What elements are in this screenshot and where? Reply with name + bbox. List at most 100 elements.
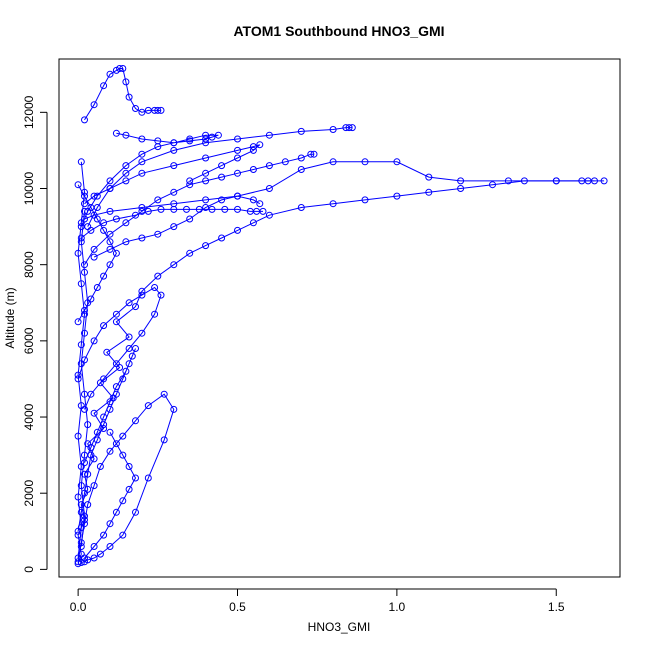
data-point [281, 158, 289, 166]
data-point [116, 65, 124, 72]
data-point [151, 310, 159, 318]
data-point [119, 375, 127, 383]
data-point [112, 360, 120, 368]
data-point [90, 554, 98, 562]
series-16 [81, 428, 139, 562]
data-point [297, 127, 305, 135]
data-point [77, 524, 85, 531]
data-point [125, 463, 133, 470]
data-point [77, 341, 85, 349]
series-7 [84, 124, 356, 231]
data-point [106, 447, 114, 455]
data-point [81, 200, 88, 208]
data-point [74, 531, 82, 539]
data-point [84, 470, 92, 478]
data-point [157, 205, 165, 213]
data-point [119, 531, 127, 539]
data-point [154, 230, 162, 238]
data-point [249, 143, 257, 151]
data-point [144, 402, 152, 410]
data-point [77, 482, 85, 490]
data-point [144, 474, 152, 482]
data-point [106, 543, 114, 550]
data-point [361, 196, 369, 204]
data-point [122, 177, 130, 185]
data-point [125, 333, 133, 341]
data-point [186, 137, 194, 145]
data-point [74, 181, 82, 189]
x-tick-label: 1.0 [389, 600, 406, 614]
data-point [202, 242, 210, 250]
data-point [157, 291, 165, 299]
data-point [122, 238, 130, 246]
data-point [138, 135, 146, 143]
data-point [170, 162, 178, 170]
series-12 [81, 141, 264, 208]
data-point [100, 226, 108, 234]
data-point [154, 106, 162, 114]
data-point [183, 205, 190, 213]
data-point [265, 211, 273, 219]
series-line [77, 286, 162, 410]
data-point [106, 398, 114, 406]
data-point [77, 559, 85, 566]
data-point [74, 371, 82, 379]
series-line [80, 132, 219, 227]
data-point [90, 409, 98, 417]
data-point [87, 444, 95, 451]
data-point [87, 226, 95, 234]
y-axis-label: Altitude (m) [3, 287, 17, 348]
data-point [81, 512, 88, 520]
data-point [202, 131, 210, 139]
data-point [132, 345, 139, 352]
data-point [221, 205, 229, 213]
data-point [425, 188, 433, 196]
data-point [202, 139, 210, 147]
data-point [112, 383, 120, 391]
series-line [77, 180, 605, 564]
data-point [234, 192, 241, 200]
data-point [119, 65, 127, 72]
data-point [256, 200, 264, 208]
series-line [84, 161, 595, 220]
data-point [457, 177, 465, 185]
data-point [186, 177, 194, 185]
data-point [552, 177, 560, 185]
data-point [112, 508, 120, 516]
y-axis: 0 2000 4000 6000 8000 10000 12000 [22, 95, 48, 573]
data-point [90, 482, 98, 490]
y-tick-label: 4000 [22, 403, 36, 430]
data-point [170, 146, 178, 154]
data-point [119, 497, 127, 505]
data-point [170, 405, 178, 413]
data-point [77, 543, 85, 550]
y-tick-label: 12000 [22, 95, 36, 129]
data-point [119, 432, 127, 440]
data-point [144, 207, 152, 215]
data-point [90, 543, 98, 550]
data-point [100, 531, 108, 539]
series-10 [77, 205, 267, 242]
data-point [106, 405, 114, 413]
data-point [170, 188, 178, 196]
data-point [393, 158, 401, 166]
series-4 [81, 150, 318, 269]
x-tick-label: 1.5 [548, 600, 565, 614]
y-tick-label: 2000 [22, 480, 36, 507]
data-point [170, 139, 178, 147]
data-point [132, 508, 139, 516]
data-point [348, 124, 356, 132]
data-point [297, 204, 305, 211]
data-point [81, 558, 88, 566]
plot-area [74, 65, 608, 568]
y-tick-label: 8000 [22, 251, 36, 278]
data-point [125, 299, 133, 307]
data-point [138, 158, 146, 166]
data-point [138, 287, 146, 295]
data-point [100, 272, 108, 280]
data-point [218, 234, 226, 242]
data-point [138, 150, 146, 158]
data-point [100, 421, 108, 429]
data-point [125, 485, 133, 493]
